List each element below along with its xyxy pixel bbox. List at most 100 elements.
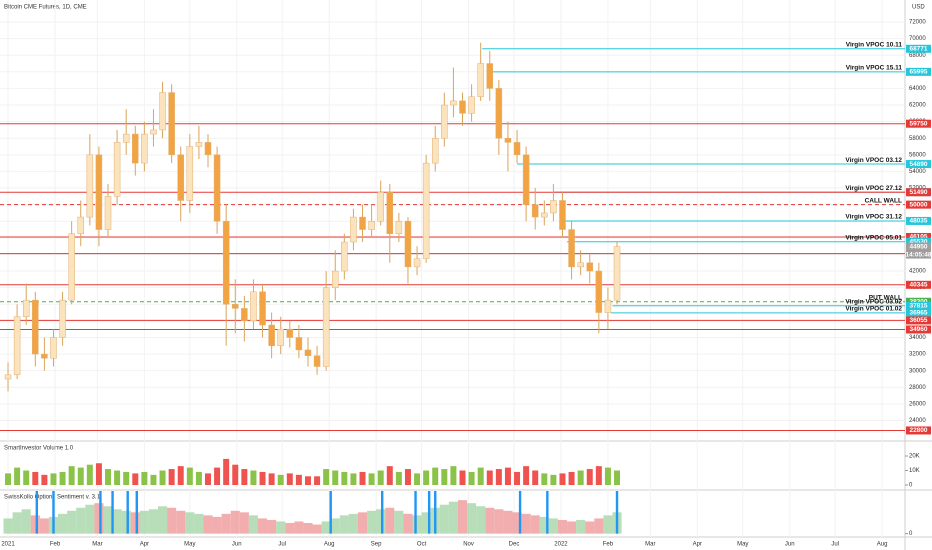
- price-tag-bg: [906, 301, 931, 310]
- sentiment-bar: [148, 509, 159, 534]
- sentiment-bar: [548, 518, 558, 534]
- sentiment-bar: [139, 510, 149, 534]
- volume-bar: [532, 470, 539, 485]
- x-tick-label: Feb: [50, 542, 61, 548]
- candle-body: [41, 353, 48, 359]
- sentiment-bar: [121, 510, 131, 534]
- last-price-tag-bg: [906, 242, 931, 251]
- volume-bar: [577, 470, 584, 485]
- candle-body: [22, 299, 30, 317]
- sentiment-bar: [194, 513, 204, 534]
- volume-tick-label: 10K: [909, 468, 920, 474]
- y-tick-label: 58000: [909, 136, 926, 142]
- volume-bar: [286, 473, 293, 485]
- sentiment-bar: [357, 512, 368, 534]
- price-tag-bg: [906, 426, 931, 435]
- sentiment-spike: [427, 491, 431, 534]
- level-label: Virgin VPOC 15.11: [846, 65, 903, 72]
- volume-bar: [186, 467, 193, 485]
- volume-bar: [477, 467, 484, 485]
- y-tick-label: 54000: [909, 169, 926, 175]
- volume-bar: [168, 469, 175, 485]
- x-tick-label: Jun: [785, 542, 795, 548]
- volume-bar: [495, 469, 502, 485]
- candle-body: [59, 299, 66, 338]
- volume-bar: [232, 464, 239, 485]
- candle-body: [32, 299, 39, 355]
- price-tag: 54890: [909, 161, 927, 168]
- volume-bar: [359, 471, 366, 485]
- volume-bar: [159, 470, 166, 485]
- price-tag: 40345: [909, 282, 927, 289]
- volume-bar: [123, 471, 130, 485]
- price-tag-bg: [906, 200, 931, 209]
- sentiment-bar: [312, 524, 322, 534]
- sentiment-bar: [3, 518, 13, 534]
- candle-body: [468, 96, 475, 114]
- sentiment-bar: [539, 516, 549, 534]
- volume-bar: [523, 466, 530, 485]
- sentiment-bar: [39, 518, 49, 534]
- volume-bar: [250, 470, 257, 485]
- candle-body: [50, 337, 57, 359]
- sentiment-bar: [421, 512, 431, 534]
- volume-bar: [304, 476, 311, 485]
- volume-bar: [195, 471, 202, 485]
- x-tick-label: Oct: [417, 542, 427, 548]
- volume-bar: [404, 469, 411, 485]
- sentiment-bar: [557, 519, 568, 534]
- candle-body: [559, 200, 566, 230]
- sentiment-bar: [512, 512, 522, 534]
- candle-body: [359, 216, 366, 230]
- volume-bar: [441, 469, 448, 485]
- volume-bar: [204, 473, 211, 485]
- volume-bar: [504, 467, 511, 485]
- sentiment-bar: [330, 518, 340, 534]
- price-tag: 59750: [909, 120, 927, 127]
- sentiment-bar: [167, 507, 177, 534]
- sentiment-spike: [99, 491, 102, 534]
- price-tag-bg: [906, 232, 931, 241]
- volume-bar: [323, 469, 330, 485]
- sentiment-tick-label: 0: [909, 531, 913, 537]
- volume-bar: [614, 470, 621, 485]
- candle-body: [86, 154, 94, 218]
- volume-bar: [223, 458, 230, 485]
- candle-body: [295, 337, 303, 351]
- candle-body: [513, 142, 521, 156]
- sentiment-bar: [239, 512, 249, 534]
- sentiment-spike: [126, 491, 129, 534]
- sentiment-spike: [35, 491, 39, 534]
- volume-bar: [377, 470, 384, 485]
- y-tick-label: 56000: [909, 152, 926, 158]
- candle-body: [204, 142, 212, 156]
- sentiment-spike: [135, 491, 138, 534]
- volume-bar: [341, 471, 348, 485]
- candle-body: [413, 258, 421, 268]
- price-tag-bg: [906, 280, 931, 289]
- price-tag: 46105: [909, 234, 927, 241]
- candle-body: [522, 154, 530, 205]
- level-label: Virgin VPOC 05.01: [845, 234, 902, 241]
- volume-bar: [77, 467, 84, 485]
- x-tick-label: Nov: [463, 542, 474, 548]
- x-tick-label: Feb: [603, 542, 614, 548]
- volume-bar: [559, 473, 566, 485]
- sentiment-bar: [267, 519, 277, 534]
- x-tick-label: May: [184, 542, 195, 548]
- sentiment-bar: [30, 515, 40, 534]
- level-label: CALL WALL: [865, 197, 902, 204]
- sentiment-bar: [112, 509, 122, 534]
- candle-body: [141, 133, 148, 164]
- volume-bar: [486, 470, 493, 485]
- price-tag-bg: [906, 44, 931, 53]
- candle-body: [577, 262, 584, 268]
- sentiment-bar: [176, 510, 186, 534]
- x-tick-label: Jul: [831, 542, 839, 548]
- volume-bar: [414, 473, 421, 485]
- sentiment-bar: [457, 500, 468, 534]
- x-tick-label: Apr: [140, 542, 149, 548]
- sentiment-bar: [494, 509, 504, 534]
- volume-bar: [604, 467, 611, 485]
